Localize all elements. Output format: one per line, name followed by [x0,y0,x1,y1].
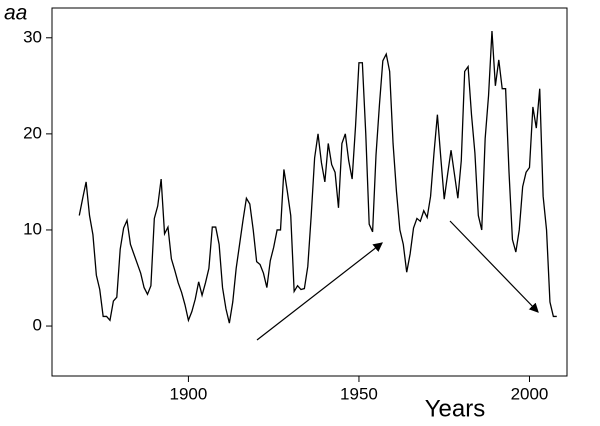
y-tick-label: 20 [23,123,42,142]
y-tick-label: 10 [23,219,42,238]
x-tick-label: 1900 [170,384,208,403]
x-tick-label: 2000 [511,384,549,403]
y-tick-label: 0 [33,316,42,335]
y-axis-label: aa [4,2,27,25]
x-axis-label: Years [425,395,486,421]
y-tick-label: 30 [23,27,42,46]
trend-arrow [256,242,383,341]
trend-arrow [449,220,539,313]
plot-frame [51,7,568,377]
x-tick-label: 1950 [340,384,378,403]
data-line [78,31,557,324]
